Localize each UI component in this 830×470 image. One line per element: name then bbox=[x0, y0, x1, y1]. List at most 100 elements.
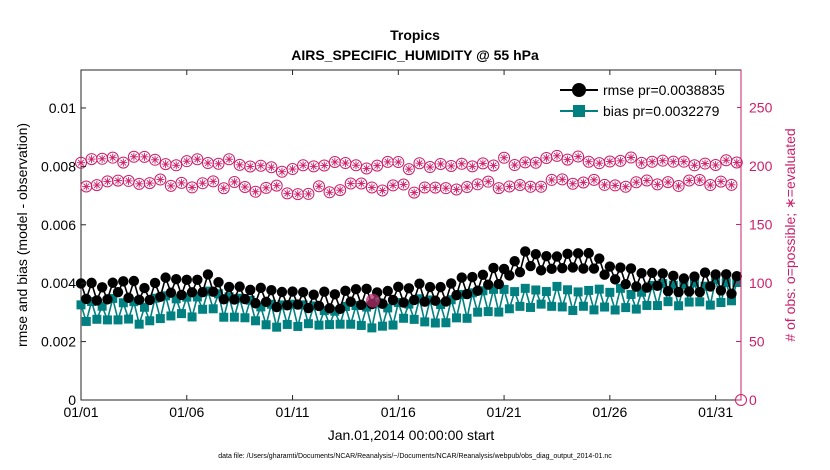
obs-evaluated-marker bbox=[251, 187, 260, 196]
obs-count-series bbox=[75, 149, 747, 406]
obs-evaluated-stroke bbox=[210, 178, 217, 185]
obs-possible-marker bbox=[186, 181, 199, 194]
obs-evaluated-stroke bbox=[574, 153, 582, 160]
obs-evaluated-marker bbox=[357, 179, 366, 188]
obs-evaluated-marker bbox=[441, 184, 450, 193]
rmse-point bbox=[689, 271, 700, 282]
obs-evaluated-stroke bbox=[654, 181, 661, 188]
y2-tick-label: 50 bbox=[749, 333, 765, 349]
rmse-point bbox=[631, 281, 642, 292]
obs-evaluated-stroke bbox=[289, 165, 296, 173]
obs-evaluated-marker bbox=[452, 185, 461, 194]
obs-evaluated-marker bbox=[632, 178, 641, 187]
obs-evaluated-marker bbox=[151, 155, 160, 164]
rmse-point bbox=[350, 283, 362, 295]
legend-bias-marker bbox=[573, 105, 585, 117]
obs-evaluated-marker bbox=[124, 176, 133, 185]
bias-point bbox=[277, 300, 287, 310]
obs-evaluated-stroke bbox=[442, 185, 450, 192]
obs-evaluated-stroke bbox=[511, 161, 518, 169]
obs-evaluated-stroke bbox=[125, 177, 132, 185]
bias-point bbox=[272, 322, 282, 332]
obs-evaluated-stroke bbox=[437, 160, 444, 168]
bias-point bbox=[621, 303, 631, 313]
bias-point bbox=[430, 318, 440, 328]
x-tick-label: 01/01 bbox=[63, 404, 98, 420]
obs-possible-marker bbox=[223, 153, 236, 166]
rmse-point bbox=[514, 266, 526, 278]
obs-evaluated-marker bbox=[695, 176, 704, 185]
rmse-point bbox=[562, 248, 573, 259]
obs-evaluated-stroke bbox=[606, 158, 613, 165]
rmse-point bbox=[271, 301, 282, 313]
bias-point bbox=[510, 287, 520, 297]
bias-point bbox=[436, 300, 446, 310]
bias-point bbox=[573, 287, 583, 297]
obs-possible-marker bbox=[207, 175, 220, 188]
obs-evaluated-stroke bbox=[204, 159, 212, 167]
obs-evaluated-stroke bbox=[707, 181, 714, 189]
obs-evaluated-marker bbox=[82, 182, 91, 191]
obs-evaluated-stroke bbox=[315, 183, 323, 190]
rmse-point bbox=[483, 279, 494, 290]
rmse-point bbox=[588, 263, 600, 274]
obs-evaluated-marker bbox=[621, 182, 630, 191]
obs-evaluated-stroke bbox=[548, 176, 555, 184]
bias-point bbox=[700, 281, 710, 291]
rmse-point bbox=[652, 280, 663, 291]
rmse-point bbox=[276, 286, 288, 298]
obs-evaluated-stroke bbox=[299, 162, 307, 169]
rmse-point bbox=[398, 297, 409, 308]
obs-evaluated-stroke bbox=[88, 155, 95, 163]
obs-evaluated-marker bbox=[415, 159, 424, 168]
rmse-point bbox=[345, 296, 356, 307]
bias-point bbox=[335, 319, 345, 329]
obs-evaluated-marker bbox=[203, 159, 212, 168]
y2-tick-label: 250 bbox=[749, 99, 773, 115]
obs-evaluated-stroke bbox=[691, 162, 698, 169]
x-axis-label: Jan.01,2014 00:00:00 start bbox=[328, 427, 495, 443]
obs-evaluated-stroke bbox=[326, 189, 333, 196]
obs-evaluated-stroke bbox=[564, 156, 571, 163]
obs-evaluated-stroke bbox=[680, 158, 688, 165]
bias-point bbox=[409, 314, 419, 324]
obs-evaluated-stroke bbox=[495, 185, 502, 192]
obs-possible-marker bbox=[312, 180, 325, 193]
obs-evaluated-stroke bbox=[580, 179, 587, 186]
y-tick-label: 0.008 bbox=[41, 158, 76, 174]
rmse-point bbox=[155, 291, 166, 302]
obs-evaluated-marker bbox=[389, 181, 398, 190]
obs-evaluated-marker bbox=[701, 159, 710, 168]
rmse-point bbox=[118, 276, 129, 287]
obs-evaluated-marker bbox=[198, 179, 207, 188]
obs-possible-marker bbox=[413, 157, 426, 170]
obs-evaluated-marker bbox=[447, 161, 456, 170]
obs-evaluated-stroke bbox=[559, 176, 566, 183]
bias-point bbox=[134, 319, 144, 329]
obs-evaluated-stroke bbox=[479, 160, 487, 167]
obs-evaluated-stroke bbox=[231, 178, 238, 186]
bias-point bbox=[113, 315, 123, 325]
obs-evaluated-stroke bbox=[331, 158, 338, 166]
obs-possible-marker bbox=[117, 156, 130, 169]
obs-evaluated-marker bbox=[373, 161, 382, 170]
rmse-point bbox=[133, 294, 145, 306]
rmse-point bbox=[160, 272, 171, 283]
chart-title: Tropics bbox=[390, 27, 440, 43]
obs-evaluated-marker bbox=[399, 180, 408, 189]
rmse-point bbox=[678, 273, 690, 284]
rmse-point bbox=[694, 286, 705, 298]
rmse-point bbox=[493, 278, 504, 290]
obs-evaluated-stroke bbox=[490, 162, 497, 169]
rmse-point bbox=[81, 293, 92, 305]
obs-possible-marker bbox=[693, 174, 706, 187]
rmse-point bbox=[287, 286, 298, 297]
x-tick-label: 01/31 bbox=[698, 404, 733, 420]
bias-point bbox=[150, 293, 160, 303]
obs-evaluated-stroke bbox=[83, 183, 90, 190]
bias-point bbox=[473, 307, 483, 317]
obs-evaluated-marker bbox=[637, 158, 646, 167]
obs-evaluated-marker bbox=[589, 175, 598, 184]
y-tick-label: 0 bbox=[68, 392, 76, 408]
